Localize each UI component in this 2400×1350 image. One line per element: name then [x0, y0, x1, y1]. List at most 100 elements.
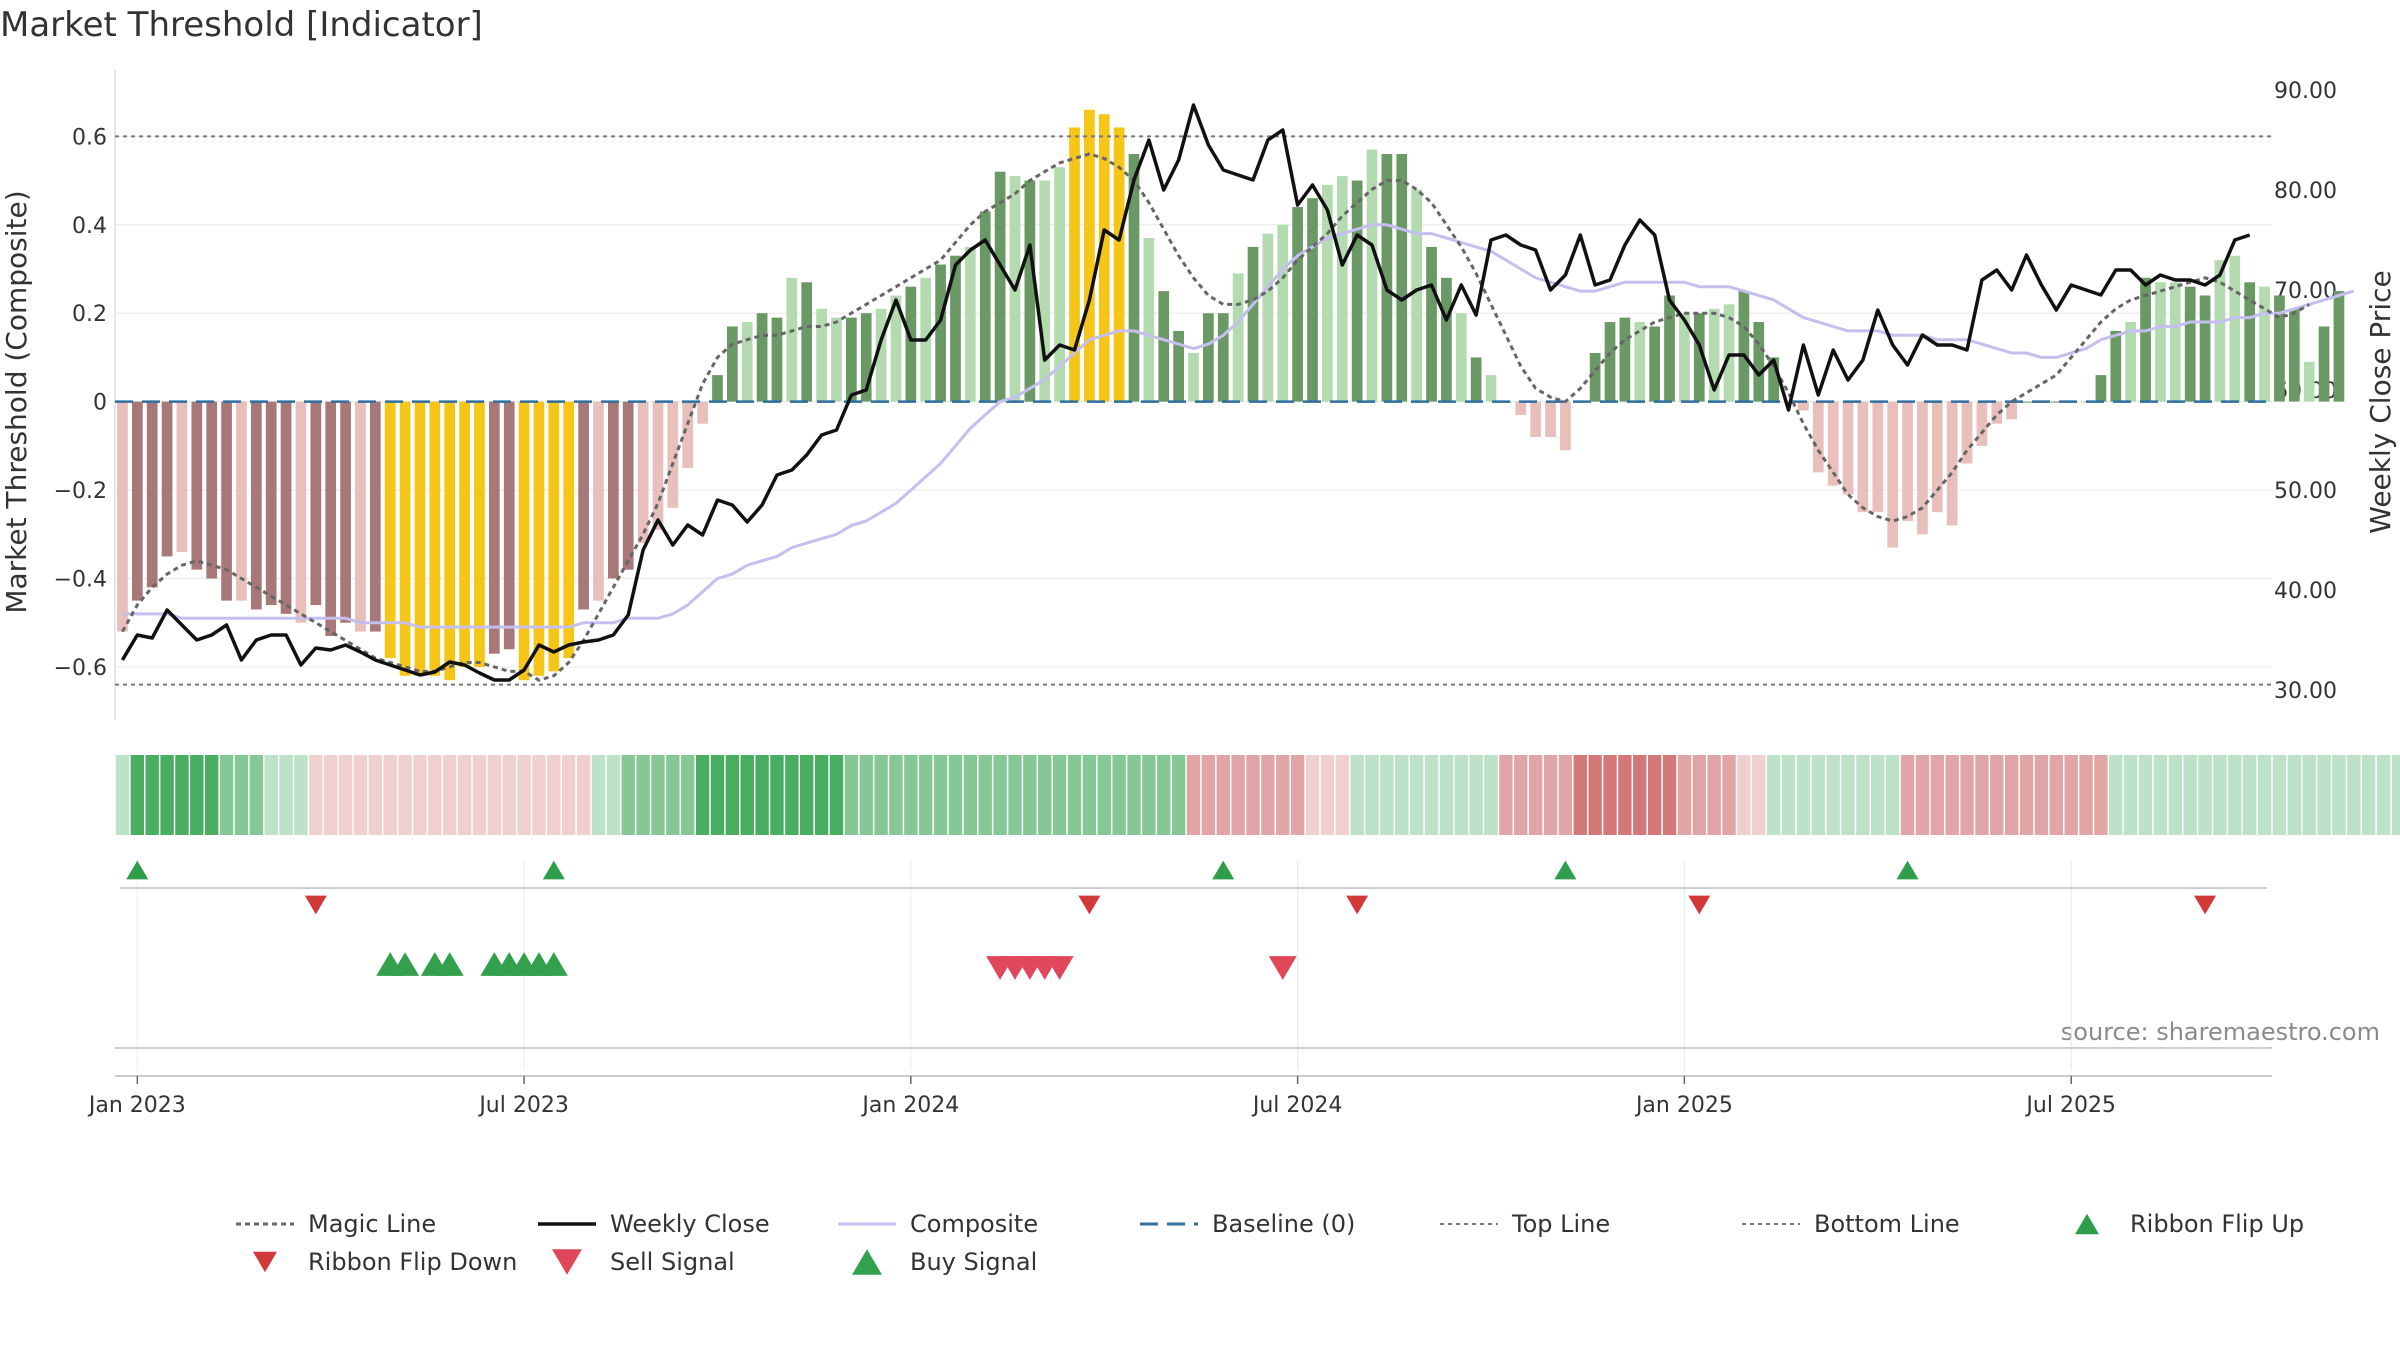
y-right-tick-label: 40.00 — [2274, 579, 2337, 604]
composite-bar — [280, 401, 292, 614]
buy-signal-marker — [391, 952, 420, 976]
ribbon-flip-down-marker — [1688, 895, 1711, 915]
composite-bar — [2021, 401, 2032, 403]
ribbon-segment — [2228, 755, 2242, 835]
y-right-tick-label: 50.00 — [2274, 479, 2337, 504]
composite-bar — [444, 401, 456, 681]
ribbon-segment — [2123, 755, 2138, 835]
ribbon-segment — [2242, 755, 2257, 835]
composite-bar — [2199, 295, 2211, 402]
composite-bar — [1143, 238, 1155, 402]
composite-bar — [875, 308, 887, 402]
composite-bar — [1902, 401, 1913, 522]
ribbon-segment — [710, 755, 725, 835]
ribbon-segment — [145, 755, 159, 835]
composite-bar — [712, 375, 723, 402]
x-tick-label: Jan 2024 — [860, 1093, 959, 1118]
composite-bar — [2288, 308, 2300, 402]
composite-bar — [221, 401, 232, 601]
ribbon-segment — [755, 755, 769, 835]
y-left-ticks: 0.6 0.4 0.2 0 −0.2 −0.4 −0.6 — [54, 125, 107, 681]
composite-bar — [1336, 176, 1348, 402]
composite-bar — [340, 401, 351, 623]
legend-label: Magic Line — [308, 1210, 436, 1238]
x-axis-ticks: Jan 2023 Jul 2023 Jan 2024 Jul 2024 Jan 2025… — [87, 1076, 2116, 1118]
ribbon-segment — [1469, 755, 1483, 835]
signal-markers — [126, 860, 2217, 980]
ribbon-segment — [1752, 755, 1766, 835]
composite-bar — [2184, 286, 2196, 402]
composite-bar — [1560, 401, 1571, 451]
legend-swatch-flip-up — [2075, 1213, 2099, 1235]
ribbon-segment — [1528, 755, 1543, 835]
composite-bar — [310, 401, 322, 606]
composite-bar — [1322, 184, 1333, 402]
y-right-tick-label: 30.00 — [2274, 679, 2337, 704]
sell-signal-marker — [1268, 956, 1297, 980]
ribbon-segment — [532, 755, 546, 835]
ribbon-segment — [695, 755, 710, 835]
ribbon-flip-down-marker — [1078, 895, 1101, 915]
composite-bar — [1247, 246, 1259, 402]
ribbon-segment — [1484, 755, 1498, 835]
composite-bar — [1842, 401, 1854, 495]
ribbon-segment — [2347, 755, 2361, 835]
composite-bar — [1961, 401, 1973, 464]
composite-bar — [979, 211, 991, 402]
ribbon-segment — [1558, 755, 1573, 835]
ribbon-segment — [204, 755, 219, 835]
composite-bar — [1887, 401, 1899, 548]
composite-bar — [1545, 401, 1556, 438]
composite-bar — [652, 401, 664, 530]
composite-bar — [2274, 295, 2285, 402]
composite-bar — [2259, 286, 2270, 402]
ribbon-segment — [547, 755, 561, 835]
composite-bar — [2318, 326, 2330, 402]
ribbon-segment — [636, 755, 650, 835]
composite-bar — [667, 401, 679, 508]
y-left-tick-label: 0.6 — [72, 125, 107, 150]
ribbon-segment — [472, 755, 487, 835]
composite-bar — [474, 401, 485, 667]
composite-bar — [1024, 180, 1036, 402]
composite-bar — [1455, 313, 1467, 402]
composite-bar — [1203, 313, 1214, 402]
legend: Magic Line Weekly Close Composite Baseline … — [236, 1210, 2304, 1276]
ribbon-segment — [353, 755, 368, 835]
composite-bar — [1931, 401, 1943, 513]
composite-bar — [771, 317, 783, 402]
legend-label: Sell Signal — [610, 1248, 735, 1276]
ribbon-segment — [1960, 755, 1974, 835]
composite-bar — [637, 401, 649, 544]
ribbon-segment — [1811, 755, 1825, 835]
ribbon-segment — [1216, 755, 1230, 835]
legend-label: Top Line — [1511, 1210, 1610, 1238]
ribbon-segment — [1603, 755, 1617, 835]
composite-bar — [1753, 322, 1765, 402]
composite-bar — [236, 401, 247, 601]
x-tick-label: Jan 2023 — [87, 1093, 186, 1118]
ribbon-segment — [2272, 755, 2287, 835]
ribbon-segment — [725, 755, 740, 835]
ribbon-segment — [279, 755, 293, 835]
ribbon-segment — [1038, 755, 1052, 835]
ribbon-segment — [859, 755, 873, 835]
buy-signal-marker — [539, 952, 568, 976]
ribbon-segment — [829, 755, 844, 835]
composite-bars — [117, 109, 2345, 681]
legend-label: Bottom Line — [1814, 1210, 1960, 1238]
x-tick-label: Jul 2025 — [2024, 1093, 2116, 1118]
composite-bar — [176, 401, 188, 552]
composite-bar — [1917, 401, 1928, 535]
composite-bar — [1098, 114, 1110, 402]
ribbon-segment — [1677, 755, 1692, 835]
composite-bar — [1411, 189, 1422, 402]
ribbon-segment — [1692, 755, 1706, 835]
composite-bar — [2050, 401, 2062, 403]
legend-label: Ribbon Flip Down — [308, 1248, 517, 1276]
composite-bar — [1619, 317, 1631, 402]
composite-bar — [1039, 180, 1051, 402]
composite-bar — [1173, 330, 1184, 402]
ribbon-segment — [814, 755, 829, 835]
composite-bar — [860, 313, 872, 402]
